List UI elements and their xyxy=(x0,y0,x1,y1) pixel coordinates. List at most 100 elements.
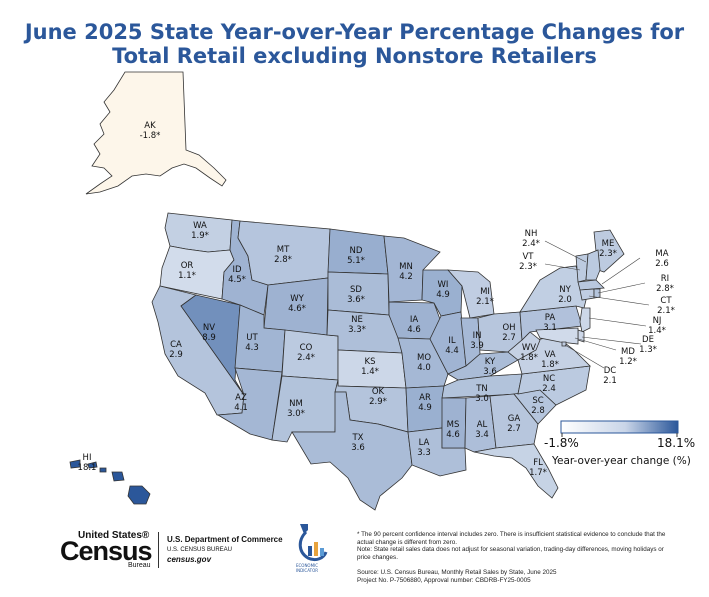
legend-max-label: 18.1% xyxy=(657,436,696,450)
state-abbr-NV: NV xyxy=(203,323,215,333)
state-HI[interactable] xyxy=(127,485,151,505)
state-abbr-NM: NM xyxy=(289,399,303,409)
state-abbr-CT: CT xyxy=(660,296,672,306)
state-value-TN: 3.0 xyxy=(475,394,489,404)
state-abbr-WY: WY xyxy=(290,294,304,304)
state-abbr-AK: AK xyxy=(144,121,156,131)
state-value-MS: 4.6 xyxy=(446,430,460,440)
state-value-PA: 3.1 xyxy=(543,323,557,333)
state-abbr-MN: MN xyxy=(399,262,413,272)
state-value-NY: 2.0 xyxy=(558,295,572,305)
state-value-IN: 3.9 xyxy=(470,341,484,351)
state-abbr-KY: KY xyxy=(485,357,496,367)
state-abbr-MT: MT xyxy=(277,245,290,255)
footer-divider xyxy=(158,532,159,568)
state-value-NV: 8.9 xyxy=(202,333,216,343)
footnote-seasonal: Note: State retail sales data does not a… xyxy=(357,546,664,561)
map-title: June 2025 State Year-over-Year Percentag… xyxy=(0,20,709,68)
state-value-WI: 4.9 xyxy=(436,290,450,300)
state-abbr-OH: OH xyxy=(502,323,515,333)
state-abbr-WI: WI xyxy=(438,280,449,290)
state-GA[interactable] xyxy=(489,393,539,449)
state-abbr-WA: WA xyxy=(193,221,207,231)
state-value-MD: 1.2* xyxy=(619,357,637,367)
state-abbr-SC: SC xyxy=(532,396,543,406)
state-abbr-NE: NE xyxy=(351,315,363,325)
state-value-TX: 3.6 xyxy=(351,443,365,453)
state-value-MT: 2.8* xyxy=(274,255,292,265)
state-AK[interactable] xyxy=(85,71,227,195)
state-value-VT: 2.3* xyxy=(519,262,537,272)
state-abbr-NY: NY xyxy=(559,285,571,295)
state-value-AZ: 4.1 xyxy=(234,403,248,413)
state-value-NE: 3.3* xyxy=(348,325,366,335)
state-value-IL: 4.4 xyxy=(445,346,459,356)
legend xyxy=(560,420,679,437)
state-abbr-MA: MA xyxy=(655,249,668,259)
census-gov-link[interactable]: census.gov xyxy=(167,555,212,564)
state-value-KY: 3.6 xyxy=(483,367,497,377)
state-RI[interactable] xyxy=(593,288,601,299)
state-NY[interactable] xyxy=(519,265,587,313)
state-abbr-WV: WV xyxy=(522,343,536,353)
footnotes: * The 90 percent confidence interval inc… xyxy=(357,531,667,585)
economic-indicator-label: ECONOMIC INDICATOR xyxy=(295,563,319,573)
state-value-IA: 4.6 xyxy=(407,325,421,335)
state-value-GA: 2.7 xyxy=(507,424,521,434)
state-abbr-TX: TX xyxy=(351,433,363,443)
state-abbr-VA: VA xyxy=(544,350,555,360)
state-value-NH: 2.4* xyxy=(522,239,540,249)
state-MA[interactable] xyxy=(577,279,605,291)
state-value-RI: 2.8* xyxy=(656,284,674,294)
state-value-CT: 2.1* xyxy=(657,306,675,316)
state-value-ID: 4.5* xyxy=(228,275,246,285)
state-NH[interactable] xyxy=(585,249,601,281)
state-abbr-RI: RI xyxy=(661,274,669,284)
state-abbr-AL: AL xyxy=(477,420,488,430)
state-value-ND: 5.1* xyxy=(347,256,365,266)
state-NJ[interactable] xyxy=(579,307,591,333)
state-value-NC: 2.4 xyxy=(542,384,556,394)
state-abbr-ND: ND xyxy=(350,246,363,256)
state-TX[interactable] xyxy=(291,391,413,511)
state-abbr-ID: ID xyxy=(232,265,242,275)
bureau-name: U.S. CENSUS BUREAU xyxy=(167,547,233,553)
state-abbr-NH: NH xyxy=(525,229,538,239)
state-abbr-ME: ME xyxy=(602,239,615,249)
state-value-MI: 2.1* xyxy=(476,297,494,307)
state-value-MA: 2.6 xyxy=(655,259,669,269)
state-abbr-IA: IA xyxy=(410,315,419,325)
dept-block: U.S. Department of Commerce U.S. CENSUS … xyxy=(167,535,283,564)
state-abbr-DE: DE xyxy=(642,335,654,345)
census-logo-bureau: Bureau xyxy=(128,562,151,569)
state-value-HI: 18.1 xyxy=(78,463,97,473)
state-FL[interactable] xyxy=(473,443,559,499)
state-value-OH: 2.7 xyxy=(502,333,516,343)
state-abbr-CA: CA xyxy=(170,340,182,350)
state-AZ[interactable] xyxy=(216,367,283,441)
state-abbr-MS: MS xyxy=(447,420,460,430)
state-value-OK: 2.9* xyxy=(369,397,387,407)
state-CT[interactable] xyxy=(579,288,595,301)
state-abbr-LA: LA xyxy=(419,438,430,448)
state-abbr-NJ: NJ xyxy=(653,316,662,326)
state-abbr-PA: PA xyxy=(545,313,556,323)
state-value-MO: 4.0 xyxy=(417,363,431,373)
census-logo-united-states: United States® xyxy=(78,530,150,541)
state-value-DC: 2.1 xyxy=(603,376,617,386)
state-abbr-NC: NC xyxy=(543,374,555,384)
footnote-confidence: * The 90 percent confidence interval inc… xyxy=(357,531,666,546)
state-value-DE: 1.3* xyxy=(639,345,657,355)
state-value-WA: 1.9* xyxy=(191,231,209,241)
state-abbr-IN: IN xyxy=(473,331,482,341)
state-value-SD: 3.6* xyxy=(347,295,365,305)
dept-name: U.S. Department of Commerce xyxy=(167,535,283,544)
state-abbr-HI: HI xyxy=(83,453,92,463)
state-value-OR: 1.1* xyxy=(178,271,196,281)
state-MD[interactable] xyxy=(535,327,579,345)
state-abbr-MD: MD xyxy=(621,347,635,357)
state-abbr-IL: IL xyxy=(448,336,456,346)
census-logo-census: Census xyxy=(60,536,153,566)
